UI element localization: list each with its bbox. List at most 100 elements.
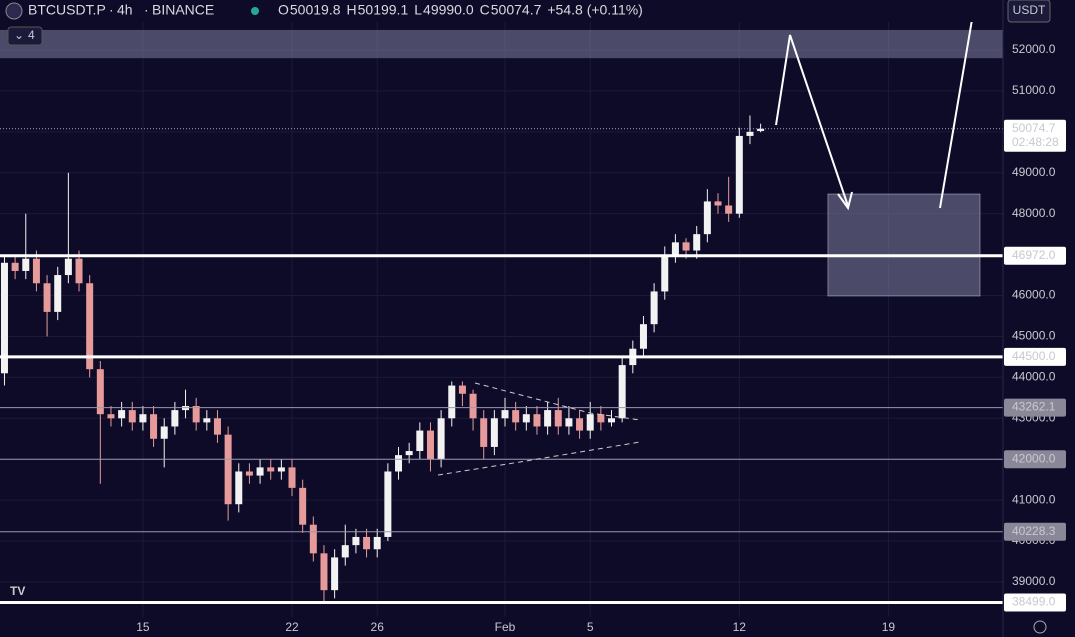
level-label: 44500.0 — [1012, 349, 1056, 363]
candle-body — [757, 128, 765, 132]
candle-body — [224, 434, 232, 505]
candle-body — [597, 414, 605, 423]
level-tag — [1004, 522, 1066, 541]
candle-body — [320, 553, 328, 591]
candle-body — [618, 365, 626, 419]
candle-body — [554, 410, 562, 427]
candle-body — [458, 385, 466, 394]
candle-body — [118, 410, 126, 419]
level-tag — [1004, 347, 1066, 366]
candle-body — [86, 283, 94, 370]
candle-body — [352, 536, 360, 546]
candle-body — [373, 536, 381, 550]
candle-body — [650, 291, 658, 325]
candle-body — [288, 467, 296, 488]
candle-body — [363, 536, 371, 550]
candle-body — [725, 205, 733, 214]
candle-body — [703, 201, 711, 235]
candle-body — [682, 242, 690, 251]
candle-body — [480, 418, 488, 447]
symbol: BTCUSDT.P — [28, 2, 106, 18]
x-tick-label: 22 — [285, 620, 299, 634]
candle-body — [586, 414, 594, 431]
ohlc-key: L — [414, 2, 422, 18]
candle-body — [160, 426, 168, 439]
exchange: BINANCE — [152, 2, 214, 18]
indicator-toggle[interactable] — [7, 26, 43, 46]
ohlc-value: 50199.1 — [358, 2, 409, 18]
x-tick-label: 26 — [371, 620, 385, 634]
status-dot — [251, 7, 259, 15]
trendline — [474, 382, 641, 421]
candle-body — [533, 414, 541, 427]
candle-body — [22, 258, 30, 271]
candle-body — [11, 262, 19, 271]
candle-body — [639, 324, 647, 349]
currency-button[interactable] — [1007, 0, 1051, 23]
ohlc-key: O — [278, 2, 289, 18]
candle-body — [448, 385, 456, 419]
header-bg — [0, 0, 1000, 22]
candle-body — [235, 471, 243, 505]
level-label: 38499.0 — [1012, 595, 1056, 609]
candle-body — [693, 234, 701, 251]
plot-area — [0, 0, 1003, 617]
y-tick-label: 41000.0 — [1012, 492, 1056, 506]
trendline — [437, 441, 641, 476]
last-price-tag — [1004, 119, 1066, 152]
y-tick-label: 45000.0 — [1012, 329, 1056, 343]
x-tick-label: 12 — [733, 620, 747, 634]
candle-body — [746, 131, 754, 136]
candle-body — [714, 201, 722, 206]
last-price-label: 50074.7 — [1012, 121, 1056, 135]
candle-body — [671, 242, 679, 255]
symbol-icon — [5, 2, 23, 20]
candle-body — [54, 275, 62, 312]
x-tick-label: 5 — [587, 620, 594, 634]
level-label: 43262.1 — [1012, 400, 1056, 414]
separator: · — [144, 2, 149, 18]
candle-body — [512, 410, 520, 423]
settings-icon[interactable] — [1033, 620, 1047, 634]
candle-body — [384, 471, 392, 537]
ohlc-key: H — [347, 2, 357, 18]
candle-body — [64, 258, 72, 276]
candle-body — [32, 258, 40, 284]
candle-body — [501, 410, 509, 419]
candle-body — [107, 414, 115, 419]
level-label: 46972.0 — [1012, 248, 1056, 262]
x-tick-label: 15 — [136, 620, 150, 634]
candle-body — [139, 414, 147, 423]
candle-body — [395, 455, 403, 472]
candle-body — [299, 487, 307, 525]
candle-body — [490, 418, 498, 447]
candle-body — [309, 524, 317, 554]
candle-body — [331, 557, 339, 591]
y-tick-label: 49000.0 — [1012, 165, 1056, 179]
separator: · — [109, 2, 114, 18]
candle-body — [0, 262, 8, 374]
candle-body — [608, 418, 616, 423]
change: +54.8 (+0.11%) — [547, 2, 642, 18]
candle-body — [256, 467, 264, 476]
candle-body — [96, 369, 104, 415]
y-tick-label: 51000.0 — [1012, 83, 1056, 97]
candle-body — [341, 545, 349, 558]
candle-body — [544, 410, 552, 427]
chevron: ⌄ — [14, 28, 24, 42]
level-tag — [1004, 450, 1066, 469]
currency: USDT — [1013, 3, 1046, 17]
x-tick-label: Feb — [495, 620, 516, 634]
zone — [0, 29, 1003, 59]
candle-body — [203, 418, 211, 423]
candle-body — [267, 467, 275, 472]
ohlc-value: 50019.8 — [290, 2, 341, 18]
level-label: 40228.3 — [1012, 524, 1056, 538]
y-tick-label: 52000.0 — [1012, 42, 1056, 56]
candle-body — [245, 471, 253, 476]
candle-body — [437, 418, 445, 460]
candle-body — [469, 393, 477, 419]
candle-body — [416, 430, 424, 452]
candle-body — [565, 418, 573, 427]
